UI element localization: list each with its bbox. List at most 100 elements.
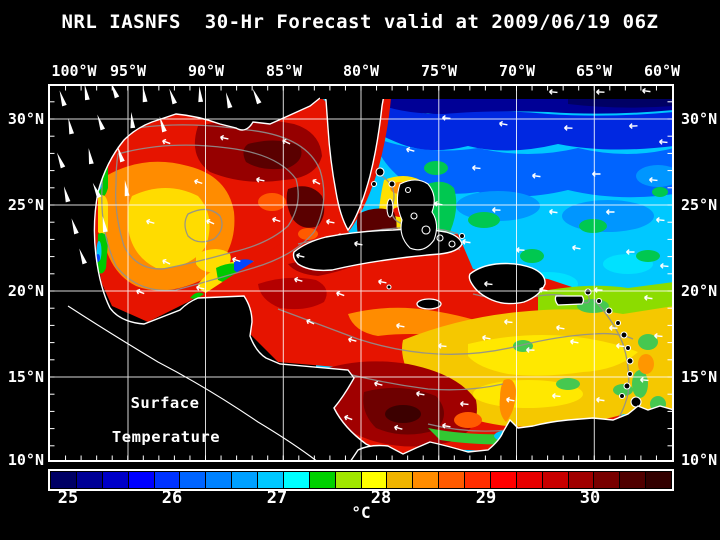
colorbar-tick-label: 28 [370,488,392,508]
wind-arrow-glyph [344,414,353,421]
wind-arrow-glyph [326,218,335,225]
wind-arrow-glyph [272,216,281,223]
wind-arrow-glyph [592,171,601,177]
wind-arrow-glyph [549,88,558,95]
wind-arrow-glyph [499,120,508,127]
wind-arrow-glyph [306,318,315,325]
wind-streak [142,86,148,103]
wind-arrow [394,424,403,431]
wind-arrow [434,200,443,207]
longitude-tick-label: 90°W [187,62,225,80]
wind-arrow [306,318,315,325]
wind-arrow-glyph [549,208,558,215]
frame-ticks [50,86,672,460]
wind-arrow [594,287,603,293]
colorbar-unit: °C [351,503,371,522]
wind-arrow-glyph [649,176,658,183]
wind-arrow [296,252,305,259]
wind-arrow-glyph [564,125,573,131]
wind-streak [198,86,204,103]
wind-arrow [194,178,203,185]
wind-arrow [256,176,265,183]
wind-arrow [484,280,493,287]
wind-arrow-glyph [256,176,265,183]
south-america-land [350,406,674,462]
wind-streak-glyph [198,86,204,103]
wind-streak [84,84,90,101]
colorbar-cell [283,472,309,488]
wind-arrow-glyph [312,178,321,185]
wind-arrow-glyph [282,138,291,145]
wind-arrow [416,390,425,397]
wind-arrow-glyph [656,216,665,223]
colorbar-cell [413,472,439,488]
wind-arrow [272,216,281,223]
wind-arrow [556,324,565,331]
wind-arrow [136,288,145,295]
wind-arrow [344,414,353,421]
longitude-tick-label: 60°W [643,62,681,80]
wind-arrow-glyph [220,134,229,141]
wind-streak [71,218,79,235]
wind-streak [117,146,125,163]
wind-arrow-glyph [442,422,451,429]
wind-arrow [196,284,205,291]
wind-arrow-glyph [354,240,363,247]
longitude-tick-label: 100°W [51,62,97,80]
wind-arrow [442,422,451,429]
wind-arrow [570,338,579,345]
colorbar-cell [542,472,568,488]
wind-arrow [406,146,415,153]
wind-arrow [220,134,229,141]
wind-arrow [374,380,383,387]
wind-streak-glyph [102,216,108,233]
wind-streak [97,114,105,131]
south-america-coastline [349,405,674,462]
wind-streak-glyph [130,112,136,129]
wind-arrow-glyph [472,164,481,171]
wind-arrow [596,89,605,95]
wind-arrow-glyph [539,286,548,293]
annotation-temperature: Temperature [112,428,220,446]
wind-arrow [626,249,635,255]
colorbar-tick-label: 29 [475,488,497,508]
wind-arrow [549,88,558,95]
colorbar-cell [568,472,594,488]
wind-arrow-glyph [394,424,403,431]
wind-arrow [312,178,321,185]
wind-streak-glyph [159,116,167,133]
wind-arrow [232,256,241,263]
wind-streak [124,180,130,197]
colorbar-cell [387,472,413,488]
wind-arrow-glyph [659,138,668,145]
wind-streak-glyph [57,152,66,169]
wind-arrow [549,208,558,215]
wind-streak [79,248,87,265]
lesser-antilles-islands [584,288,642,408]
colorbar-tick-label: 25 [57,488,79,508]
wind-arrow-glyph [640,376,649,383]
wind-streak-glyph [88,148,94,165]
wind-arrow-glyph [629,123,638,129]
wind-arrow-glyph [654,332,663,339]
wind-streak [63,186,71,203]
wind-arrow-glyph [162,138,171,145]
wind-streak-glyph [68,118,75,135]
wind-arrow [506,396,515,403]
colorbar-tick-label: 27 [266,488,288,508]
wind-arrow-glyph [406,146,415,153]
florida-land [319,84,387,232]
wind-arrow-glyph [626,249,635,255]
longitude-tick-label: 70°W [498,62,536,80]
colorbar-cell [594,472,620,488]
wind-streak-glyph [111,84,120,99]
wind-streak [252,88,262,105]
latitude-tick-label: 15°N [7,368,44,386]
wind-arrow-glyph [596,89,605,95]
puerto-rico-land [554,295,585,306]
wind-arrow [609,325,618,331]
wind-arrow-glyph [336,290,345,297]
wind-arrow [442,114,451,121]
wind-arrow-glyph [206,218,215,225]
colorbar-cell [206,472,232,488]
